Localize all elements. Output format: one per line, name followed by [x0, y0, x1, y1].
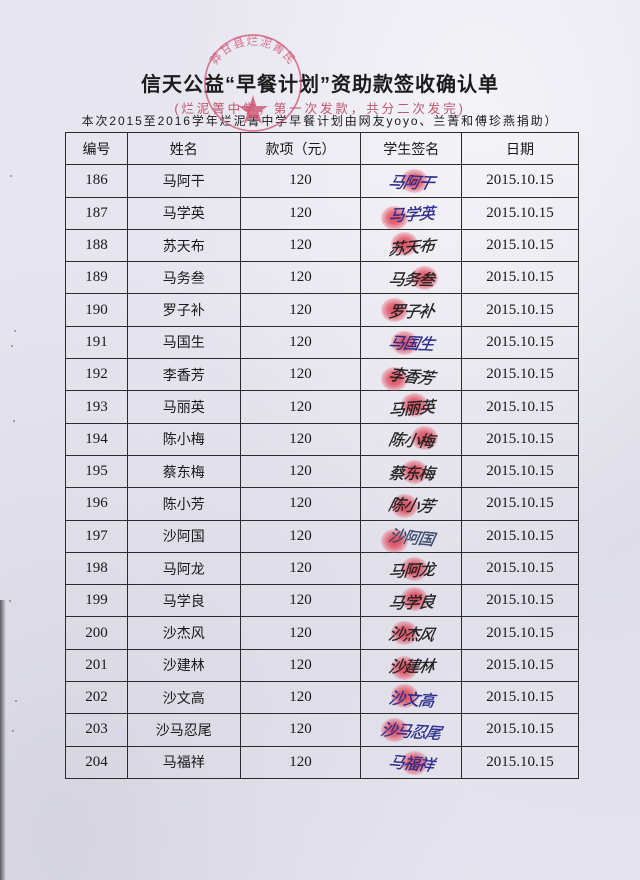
svg-text:莽甘县烂泥箐民: 莽甘县烂泥箐民 [208, 35, 298, 67]
